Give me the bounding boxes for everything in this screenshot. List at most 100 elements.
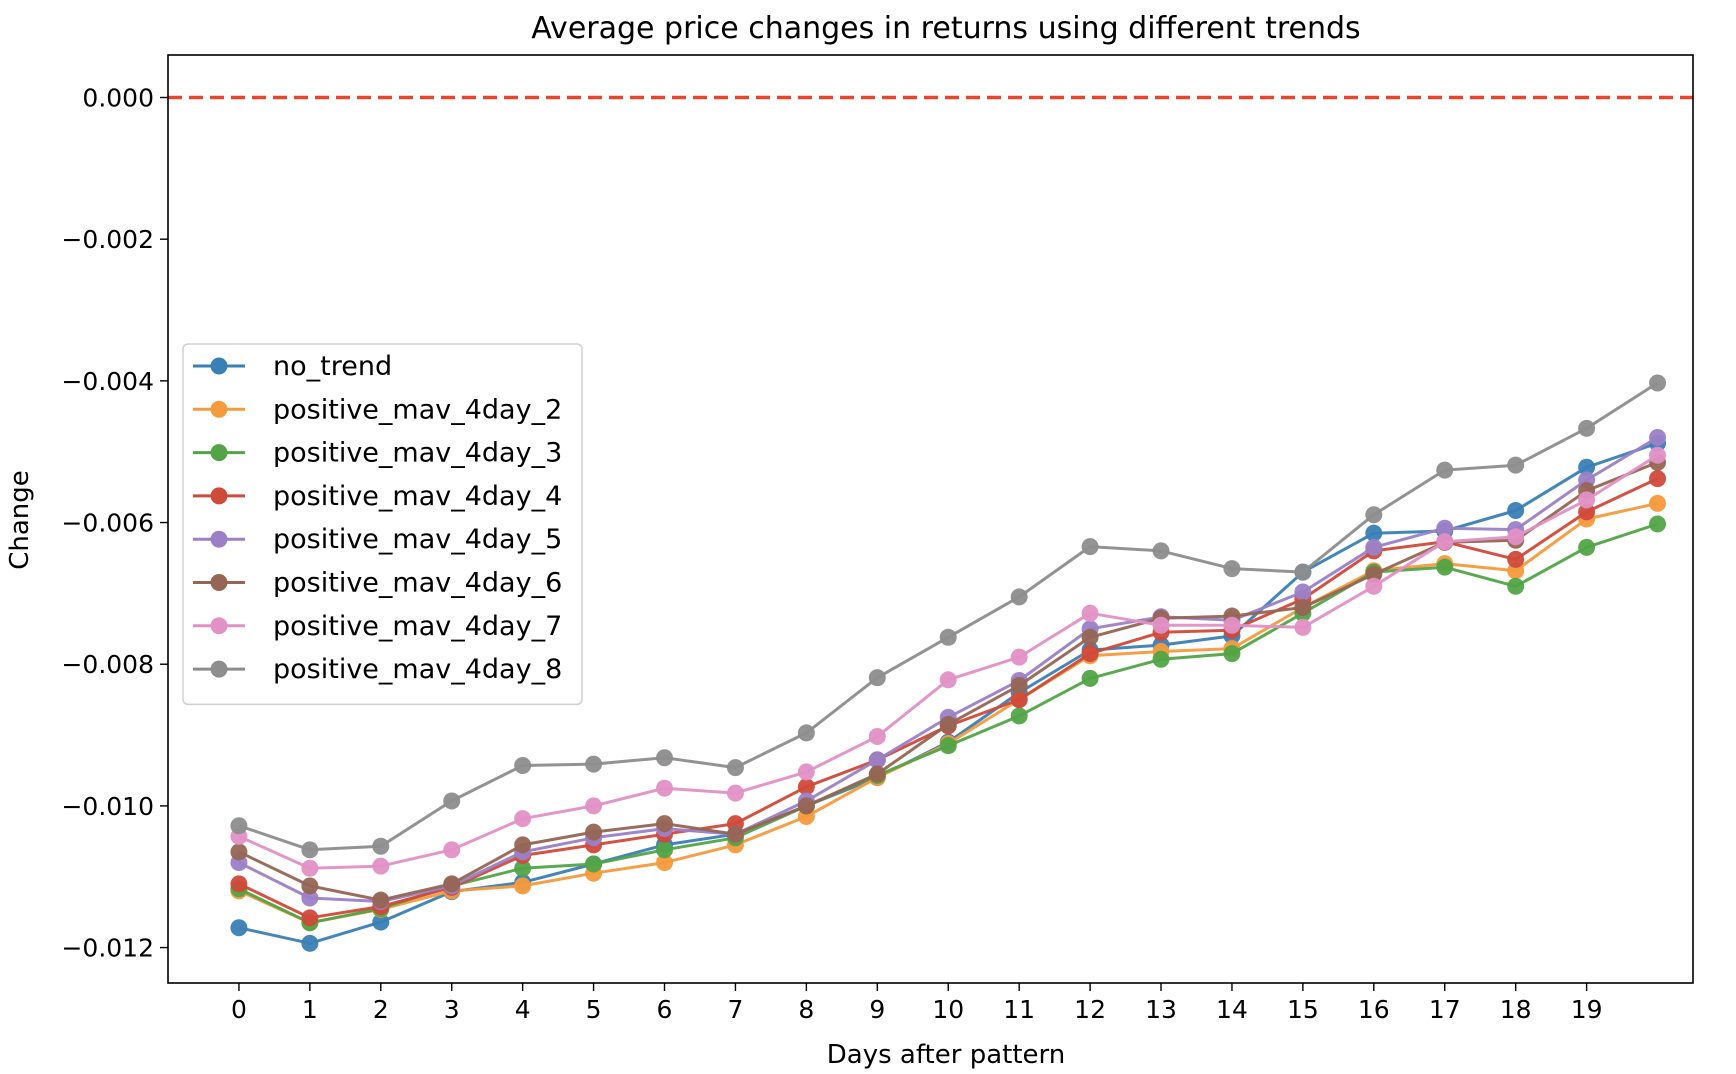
data-point-positive_mav_4day_7-11	[1010, 648, 1028, 666]
data-point-positive_mav_4day_3-11	[1010, 707, 1028, 725]
legend-swatch-marker	[210, 660, 228, 678]
data-point-no_trend-19	[1578, 458, 1596, 476]
data-point-positive_mav_4day_6-7	[726, 825, 744, 843]
data-point-positive_mav_4day_7-2	[372, 857, 390, 875]
data-point-positive_mav_4day_6-2	[372, 891, 390, 909]
data-point-positive_mav_4day_8-18	[1507, 456, 1525, 474]
x-tick-label: 11	[1003, 995, 1035, 1024]
data-point-positive_mav_4day_8-14	[1223, 560, 1241, 578]
data-point-positive_mav_4day_6-4	[514, 836, 532, 854]
data-point-positive_mav_4day_6-12	[1081, 628, 1099, 646]
x-tick-label: 0	[231, 995, 247, 1024]
data-point-positive_mav_4day_3-10	[939, 737, 957, 755]
data-point-positive_mav_4day_7-14	[1223, 616, 1241, 634]
legend-label: positive_mav_4day_7	[273, 611, 562, 642]
x-tick-label: 1	[302, 995, 318, 1024]
data-point-positive_mav_4day_3-6	[656, 841, 674, 859]
data-point-positive_mav_4day_3-14	[1223, 645, 1241, 663]
data-point-positive_mav_4day_2-20	[1649, 494, 1667, 512]
data-point-positive_mav_4day_7-19	[1578, 491, 1596, 509]
legend-swatch-marker	[210, 357, 228, 375]
x-tick-label: 14	[1216, 995, 1248, 1024]
data-point-positive_mav_4day_8-19	[1578, 419, 1596, 437]
data-point-positive_mav_4day_7-6	[656, 779, 674, 797]
data-point-positive_mav_4day_7-4	[514, 810, 532, 828]
data-point-positive_mav_4day_6-9	[868, 765, 886, 783]
data-point-positive_mav_4day_3-18	[1507, 577, 1525, 595]
legend-swatch-marker	[210, 487, 228, 505]
data-point-positive_mav_4day_6-3	[443, 875, 461, 893]
data-point-positive_mav_4day_4-1	[301, 909, 319, 927]
data-point-positive_mav_4day_7-9	[868, 727, 886, 745]
data-point-positive_mav_4day_5-15	[1294, 583, 1312, 601]
data-point-positive_mav_4day_7-20	[1649, 446, 1667, 464]
legend-item-positive_mav_4day_7: positive_mav_4day_7	[193, 611, 562, 642]
x-axis-label: Days after pattern	[827, 1040, 1065, 1070]
x-tick-label: 19	[1571, 995, 1603, 1024]
data-point-positive_mav_4day_7-8	[797, 763, 815, 781]
data-point-no_trend-16	[1365, 524, 1383, 542]
data-point-positive_mav_4day_6-10	[939, 715, 957, 733]
y-tick-label: −0.010	[61, 792, 154, 821]
data-point-positive_mav_4day_7-7	[726, 784, 744, 802]
data-point-positive_mav_4day_7-15	[1294, 618, 1312, 636]
data-point-positive_mav_4day_5-16	[1365, 538, 1383, 556]
data-point-positive_mav_4day_8-20	[1649, 374, 1667, 392]
data-point-positive_mav_4day_7-1	[301, 859, 319, 877]
legend-item-positive_mav_4day_5: positive_mav_4day_5	[193, 524, 562, 555]
data-point-positive_mav_4day_8-3	[443, 792, 461, 810]
series-positive_mav_4day_8	[230, 374, 1667, 859]
data-point-positive_mav_4day_7-13	[1152, 616, 1170, 634]
x-tick-label: 12	[1074, 995, 1106, 1024]
data-point-positive_mav_4day_3-4	[514, 859, 532, 877]
x-tick-label: 17	[1429, 995, 1461, 1024]
data-point-positive_mav_4day_6-6	[656, 815, 674, 833]
legend-swatch-marker	[210, 400, 228, 418]
data-point-positive_mav_4day_8-16	[1365, 506, 1383, 524]
data-point-positive_mav_4day_4-8	[797, 778, 815, 796]
x-tick-label: 16	[1358, 995, 1390, 1024]
data-point-positive_mav_4day_8-17	[1436, 461, 1454, 479]
data-point-positive_mav_4day_6-0	[230, 843, 248, 861]
data-point-positive_mav_4day_7-10	[939, 671, 957, 689]
legend-label: positive_mav_4day_4	[273, 481, 562, 512]
data-point-no_trend-0	[230, 919, 248, 937]
legend-swatch-marker	[210, 617, 228, 635]
data-point-positive_mav_4day_8-1	[301, 841, 319, 859]
data-point-positive_mav_4day_8-7	[726, 759, 744, 777]
y-tick-label: −0.002	[61, 225, 154, 254]
data-point-positive_mav_4day_7-5	[585, 797, 603, 815]
x-tick-label: 5	[586, 995, 602, 1024]
x-tick-label: 2	[373, 995, 389, 1024]
x-tick-label: 9	[869, 995, 885, 1024]
data-point-positive_mav_4day_6-5	[585, 823, 603, 841]
x-tick-label: 7	[727, 995, 743, 1024]
y-tick-label: −0.006	[61, 509, 154, 538]
x-tick-label: 13	[1145, 995, 1177, 1024]
legend-label: positive_mav_4day_2	[273, 394, 562, 425]
data-point-positive_mav_4day_7-12	[1081, 604, 1099, 622]
data-point-positive_mav_4day_6-16	[1365, 565, 1383, 583]
data-point-positive_mav_4day_5-9	[868, 751, 886, 769]
legend-label: positive_mav_4day_6	[273, 568, 562, 599]
y-tick-label: −0.008	[61, 650, 154, 679]
legend-label: positive_mav_4day_8	[273, 654, 562, 685]
data-point-positive_mav_4day_3-17	[1436, 558, 1454, 576]
data-point-positive_mav_4day_8-13	[1152, 542, 1170, 560]
legend-item-no_trend: no_trend	[193, 351, 392, 382]
data-point-positive_mav_4day_5-17	[1436, 519, 1454, 537]
y-tick-label: −0.004	[61, 367, 154, 396]
data-point-positive_mav_4day_8-10	[939, 628, 957, 646]
x-tick-label: 18	[1500, 995, 1532, 1024]
x-tick-label: 6	[657, 995, 673, 1024]
data-point-positive_mav_4day_8-2	[372, 837, 390, 855]
data-point-positive_mav_4day_3-13	[1152, 650, 1170, 668]
legend-item-positive_mav_4day_3: positive_mav_4day_3	[193, 438, 562, 469]
legend-label: no_trend	[273, 351, 392, 382]
data-point-positive_mav_4day_4-20	[1649, 470, 1667, 488]
data-point-no_trend-18	[1507, 501, 1525, 519]
data-point-positive_mav_4day_4-18	[1507, 550, 1525, 568]
x-tick-label: 15	[1287, 995, 1319, 1024]
data-point-positive_mav_4day_4-0	[230, 875, 248, 893]
